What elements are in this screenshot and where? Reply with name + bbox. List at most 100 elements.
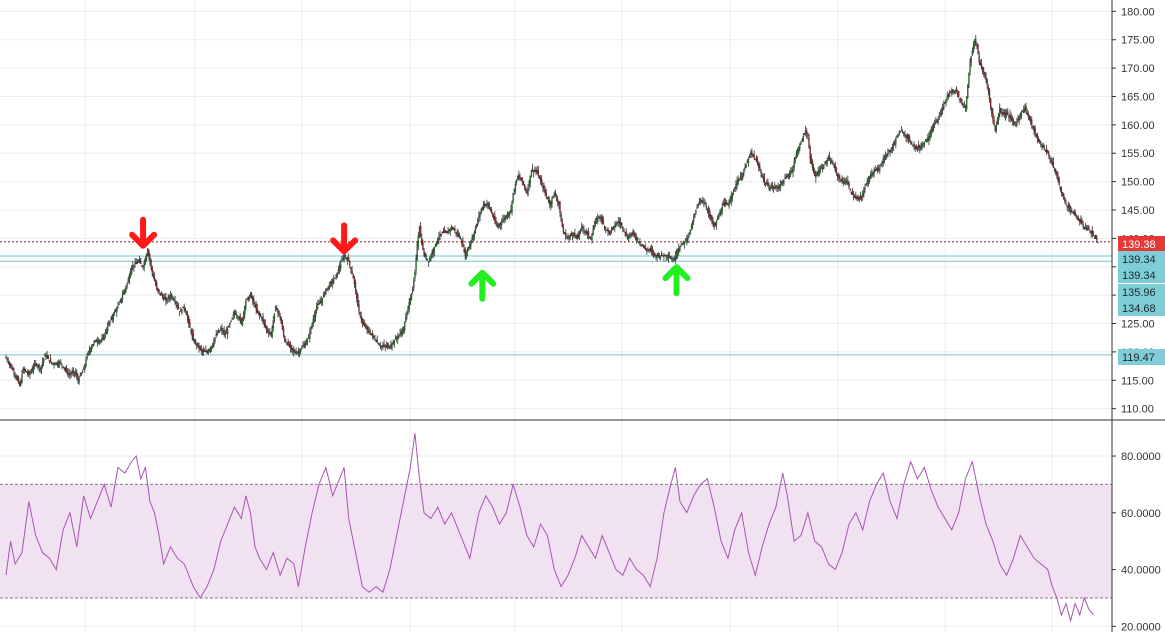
candle-down <box>910 141 912 144</box>
candle-down <box>279 315 281 318</box>
candle-up <box>764 182 767 185</box>
candle-up <box>965 96 968 110</box>
candle-down <box>983 71 985 74</box>
candle-up <box>296 351 298 354</box>
candle-up <box>109 321 111 324</box>
candle-up <box>162 297 165 300</box>
candle-up <box>744 167 746 169</box>
candle-up <box>696 207 698 209</box>
candle-down <box>1048 153 1050 157</box>
candle-down <box>1047 150 1049 154</box>
candle-down <box>1063 193 1065 199</box>
candle-up <box>479 212 481 217</box>
candle-down <box>833 165 835 168</box>
candle-up <box>697 204 699 207</box>
candle-down <box>610 229 613 231</box>
sell-arrow-icon <box>129 216 158 249</box>
candle-down <box>784 177 786 180</box>
candle-down <box>814 171 816 177</box>
candle-up <box>113 312 116 314</box>
level-tag-label: 139.34 <box>1122 254 1156 266</box>
candle-down <box>356 291 358 299</box>
candle-up <box>234 313 237 315</box>
candle-up <box>703 202 705 205</box>
candle-up <box>400 331 402 334</box>
candle-up <box>417 235 420 247</box>
price-tick-label: 180.00 <box>1121 6 1155 18</box>
candle-down <box>175 301 177 304</box>
candle-up <box>858 198 860 200</box>
candle-up <box>939 113 942 115</box>
candle-down <box>808 138 810 148</box>
candle-up <box>111 316 113 320</box>
candle-up <box>380 346 382 348</box>
candle-down <box>841 177 843 182</box>
candle-down <box>545 192 547 196</box>
candle-down <box>710 215 712 219</box>
candle-up <box>783 180 785 185</box>
candle-down <box>221 327 223 331</box>
candle-down <box>488 203 490 208</box>
candle-up <box>214 337 216 341</box>
candle-up <box>5 357 7 359</box>
candle-up <box>568 236 570 239</box>
candle-up <box>338 266 341 271</box>
candle-up <box>333 279 335 282</box>
candle-down <box>761 174 763 177</box>
candle-up <box>84 364 86 370</box>
candle-down <box>51 361 53 364</box>
candle-up <box>598 216 600 219</box>
candle-down <box>559 201 561 213</box>
candle-up <box>930 130 932 136</box>
candle-up <box>433 246 435 253</box>
candle-up <box>578 232 581 237</box>
candle-up <box>56 363 59 366</box>
candle-up <box>747 158 750 164</box>
candle-up <box>391 343 393 347</box>
candle-down <box>1051 161 1053 165</box>
candle-down <box>613 226 615 228</box>
candle-up <box>886 154 888 156</box>
candle-down <box>1057 175 1059 181</box>
candle-down <box>1036 133 1039 140</box>
candle-down <box>252 297 254 301</box>
candle-up <box>787 174 790 177</box>
price-tick-label: 165.00 <box>1121 91 1155 103</box>
candle-down <box>493 216 495 219</box>
candle-up <box>721 207 723 213</box>
candle-down <box>110 318 112 321</box>
candle-down <box>979 62 981 66</box>
candle-up <box>948 93 951 97</box>
candle-up <box>512 192 514 202</box>
candle-down <box>28 370 30 375</box>
candle-up <box>919 147 921 150</box>
candle-up <box>938 116 940 118</box>
candle-up <box>694 214 696 218</box>
candle-down <box>348 257 350 262</box>
candle-down <box>827 158 830 160</box>
candle-up <box>499 222 502 226</box>
candle-down <box>642 245 645 248</box>
candle-up <box>996 119 999 124</box>
candle-up <box>418 226 421 238</box>
candlesticks <box>5 34 1099 387</box>
candle-up <box>447 231 449 235</box>
candle-up <box>942 107 944 111</box>
candle-up <box>208 348 210 352</box>
candle-up <box>407 306 409 312</box>
candle-up <box>123 292 125 295</box>
level-tag <box>1118 267 1165 283</box>
candle-down <box>8 362 11 365</box>
candle-up <box>682 242 685 244</box>
candle-down <box>1045 148 1048 152</box>
candle-down <box>254 305 256 307</box>
candle-up <box>242 312 245 319</box>
candle-up <box>481 207 483 210</box>
candle-down <box>1095 235 1097 239</box>
candle-up <box>143 262 145 267</box>
candle-down <box>1080 219 1082 223</box>
candle-up <box>268 331 270 334</box>
candle-down <box>180 310 182 312</box>
candle-down <box>976 43 978 46</box>
candle-down <box>670 257 672 260</box>
